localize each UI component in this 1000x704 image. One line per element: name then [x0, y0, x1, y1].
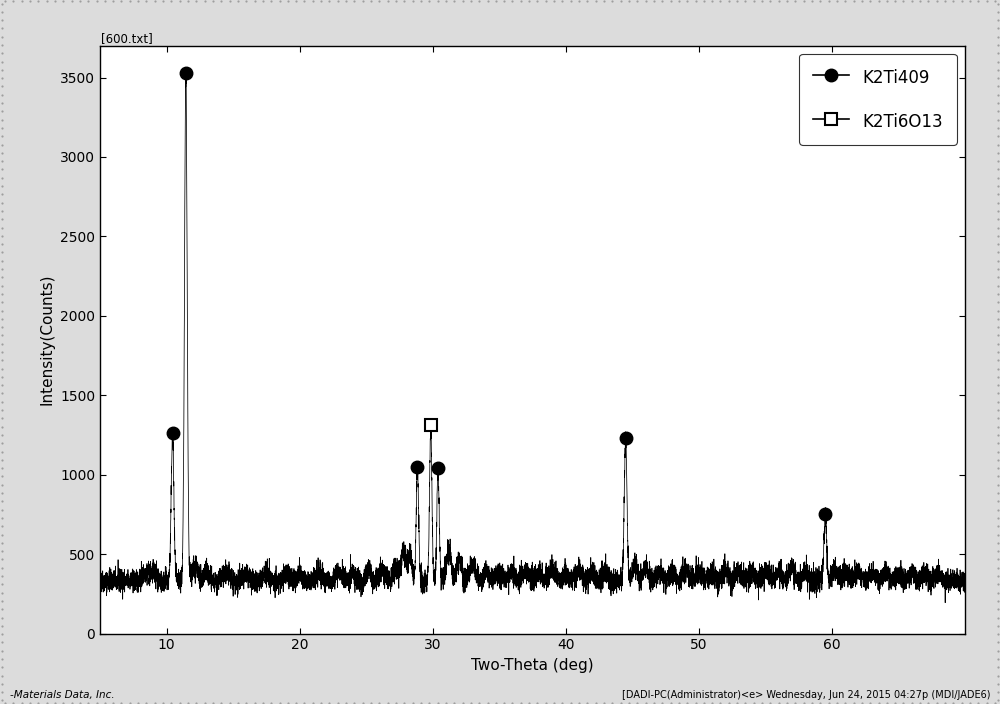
Text: -Materials Data, Inc.: -Materials Data, Inc.	[10, 691, 115, 700]
Legend: K2Ti409, K2Ti6O13: K2Ti409, K2Ti6O13	[799, 54, 957, 145]
X-axis label: Two-Theta (deg): Two-Theta (deg)	[471, 658, 594, 673]
Y-axis label: Intensity(Counts): Intensity(Counts)	[39, 274, 54, 406]
Text: [DADI-PC(Administrator)<e> Wednesday, Jun 24, 2015 04:27p (MDI/JADE6): [DADI-PC(Administrator)<e> Wednesday, Ju…	[622, 691, 990, 700]
Text: [600.txt]: [600.txt]	[101, 32, 153, 44]
